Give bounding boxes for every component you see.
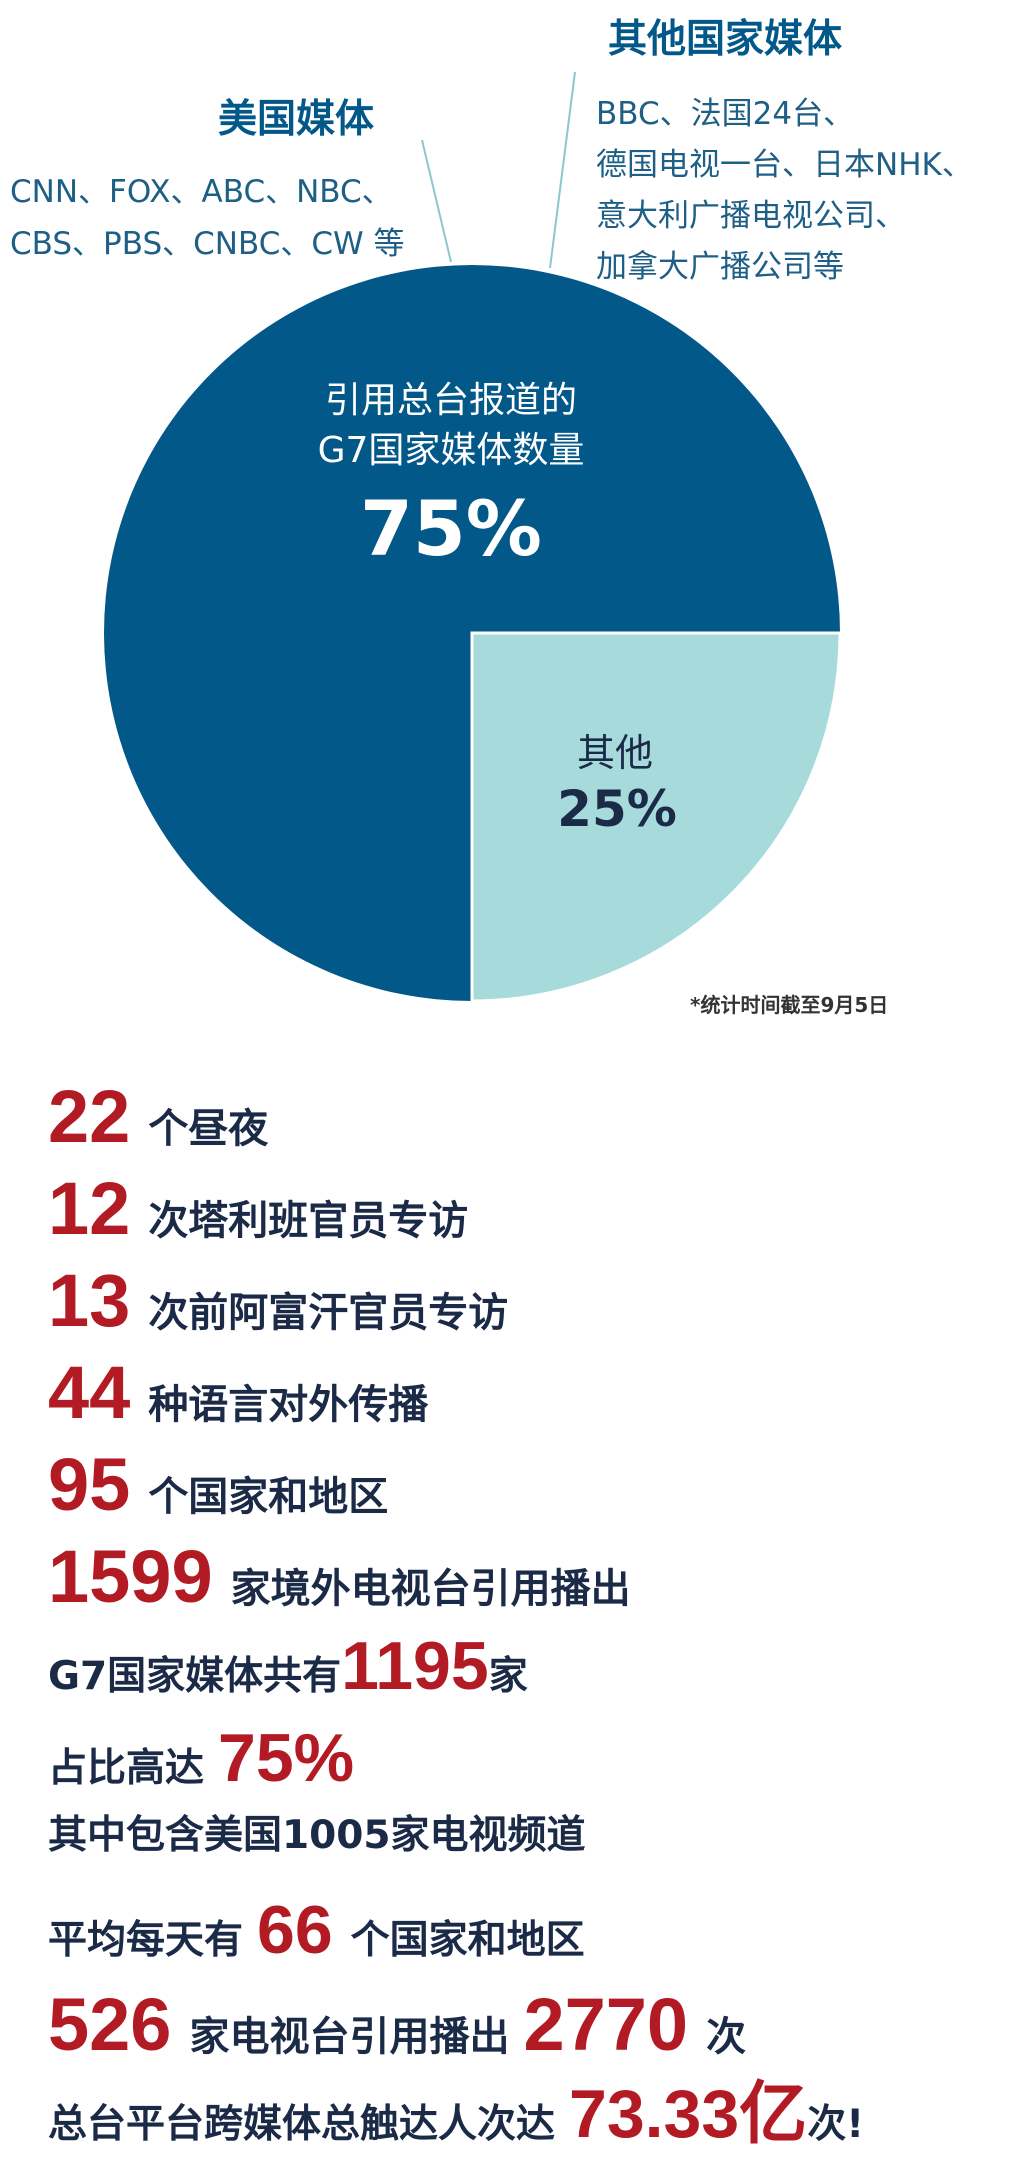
stat-row: 其中包含美国1005家电视频道 — [48, 1816, 998, 1896]
stat-number: 1599 — [48, 1535, 213, 1618]
stat-text: 占比高达 — [48, 1746, 205, 1791]
pie-slice-other — [470, 631, 842, 1003]
stat-row: 95 个国家和地区 — [48, 1448, 998, 1540]
callout-us-line: CNN、FOX、ABC、NBC、 — [10, 174, 393, 210]
stat-row: 526 家电视台引用播出 2770 次 — [48, 1988, 998, 2080]
stat-text: 总台平台跨媒体总触达人次达 — [48, 2102, 556, 2147]
stat-row: G7国家媒体共有 1195 家 — [48, 1632, 998, 1724]
stat-text: 个国家和地区 — [148, 1474, 389, 1520]
stat-number: 66 — [257, 1892, 333, 1968]
stat-text: 次! — [807, 2102, 864, 2147]
stat-number: 1195 — [341, 1628, 489, 1704]
slice-label-other: 其他 — [577, 731, 653, 775]
stat-text: 次 — [706, 2014, 747, 2060]
stat-number: 73.33亿 — [569, 2076, 808, 2152]
callout-other-title: 其他国家媒体 — [608, 17, 842, 62]
stat-number: 526 — [48, 1983, 172, 2066]
stats-list: 22 个昼夜 12 次塔利班官员专访 13 次前阿富汗官员专访 44 种语言对外… — [48, 1080, 998, 2172]
stat-text: 家电视台引用播出 — [189, 2014, 510, 2060]
stat-text: 个国家和地区 — [350, 1918, 585, 1963]
stat-row: 平均每天有 66 个国家和地区 — [48, 1896, 998, 1988]
stat-row: 22 个昼夜 — [48, 1080, 998, 1172]
stat-text: 种语言对外传播 — [148, 1382, 429, 1428]
stat-row: 占比高达 75% — [48, 1724, 998, 1816]
callout-us-line: CBS、PBS、CNBC、CW 等 — [10, 226, 405, 262]
stat-text: 次前阿富汗官员专访 — [148, 1290, 509, 1336]
callout-us-title: 美国媒体 — [218, 97, 374, 142]
slice-label-g7: G7国家媒体数量 — [318, 430, 585, 471]
stat-number: 12 — [48, 1167, 131, 1250]
callout-other-line: 加拿大广播公司等 — [596, 249, 844, 285]
callout-leader-us — [421, 139, 452, 263]
callout-other-line: 德国电视一台、日本NHK、 — [596, 147, 973, 183]
stat-number: 95 — [48, 1443, 131, 1526]
callout-leader-other — [549, 71, 576, 269]
stat-text: 家境外电视台引用播出 — [230, 1566, 631, 1612]
stat-row: 1599 家境外电视台引用播出 — [48, 1540, 998, 1632]
stat-row: 13 次前阿富汗官员专访 — [48, 1264, 998, 1356]
callout-other-line: 意大利广播电视公司、 — [596, 198, 906, 234]
stat-number: 2770 — [523, 1983, 689, 2066]
slice-label-g7: 引用总台报道的 — [325, 380, 577, 421]
slice-value-g7: 75% — [360, 484, 542, 573]
slice-value-other: 25% — [557, 780, 677, 838]
stat-number: 13 — [48, 1259, 131, 1342]
stat-number: 75% — [218, 1720, 355, 1796]
stat-row: 44 种语言对外传播 — [48, 1356, 998, 1448]
stat-text: 平均每天有 — [48, 1918, 244, 1963]
stat-row: 总台平台跨媒体总触达人次达 73.33亿 次! — [48, 2080, 998, 2172]
stat-text: 家 — [488, 1654, 528, 1699]
stat-text: G7国家媒体共有 — [48, 1654, 342, 1699]
stat-text: 个昼夜 — [148, 1106, 269, 1152]
stat-number: 22 — [48, 1075, 131, 1158]
footnote: *统计时间截至9月5日 — [690, 993, 888, 1017]
pie-chart: 美国媒体 CNN、FOX、ABC、NBC、 CBS、PBS、CNBC、CW 等 … — [10, 17, 973, 1017]
stat-text: 其中包含美国1005家电视频道 — [48, 1813, 586, 1858]
stat-text: 次塔利班官员专访 — [148, 1198, 469, 1244]
stat-row: 12 次塔利班官员专访 — [48, 1172, 998, 1264]
callout-other-line: BBC、法国24台、 — [596, 96, 854, 132]
stat-number: 44 — [48, 1351, 131, 1434]
